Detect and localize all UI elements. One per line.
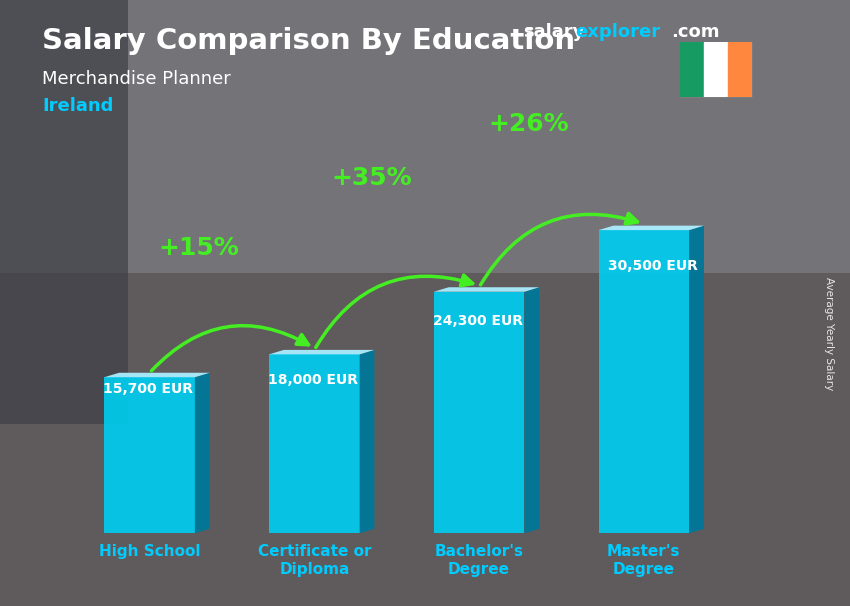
Polygon shape <box>269 350 375 355</box>
Polygon shape <box>195 373 210 533</box>
Bar <box>269 355 360 533</box>
Text: +26%: +26% <box>488 112 569 136</box>
Bar <box>0 0 850 273</box>
Text: explorer: explorer <box>575 23 660 41</box>
Bar <box>0 0 128 424</box>
Text: 30,500 EUR: 30,500 EUR <box>608 259 698 273</box>
Text: 18,000 EUR: 18,000 EUR <box>269 373 358 387</box>
Text: Salary Comparison By Education: Salary Comparison By Education <box>42 27 575 55</box>
Text: 15,700 EUR: 15,700 EUR <box>104 382 194 396</box>
Polygon shape <box>360 350 375 533</box>
Text: Merchandise Planner: Merchandise Planner <box>42 70 231 88</box>
Bar <box>105 377 195 533</box>
Polygon shape <box>105 373 210 377</box>
Polygon shape <box>434 287 539 291</box>
Text: .com: .com <box>672 23 720 41</box>
Bar <box>680 42 704 97</box>
Text: salary: salary <box>523 23 584 41</box>
Text: Ireland: Ireland <box>42 97 114 115</box>
Bar <box>0 273 850 606</box>
Bar <box>434 291 524 533</box>
Polygon shape <box>524 287 539 533</box>
Bar <box>704 42 728 97</box>
Text: Average Yearly Salary: Average Yearly Salary <box>824 277 834 390</box>
Text: +35%: +35% <box>332 166 412 190</box>
Bar <box>598 230 689 533</box>
Text: +15%: +15% <box>159 236 240 260</box>
Polygon shape <box>598 225 704 230</box>
Text: 24,300 EUR: 24,300 EUR <box>433 314 523 328</box>
Polygon shape <box>689 225 704 533</box>
Bar <box>728 42 752 97</box>
